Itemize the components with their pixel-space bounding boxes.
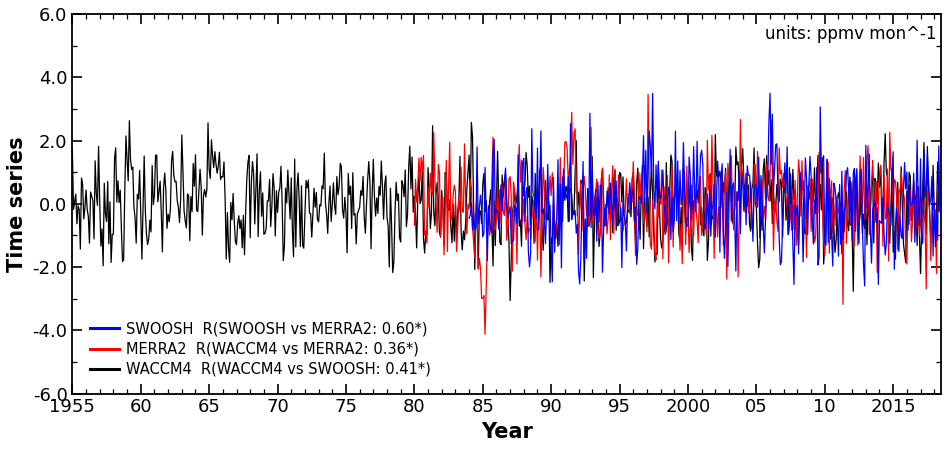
Text: units: ppmv mon^-1: units: ppmv mon^-1 [765,25,937,44]
Y-axis label: Time series: Time series [7,136,27,272]
X-axis label: Year: Year [481,422,533,442]
Legend: SWOOSH  R(SWOOSH vs MERRA2: 0.60*), MERRA2  R(WACCM4 vs MERRA2: 0.36*), WACCM4  : SWOOSH R(SWOOSH vs MERRA2: 0.60*), MERRA… [84,316,437,383]
